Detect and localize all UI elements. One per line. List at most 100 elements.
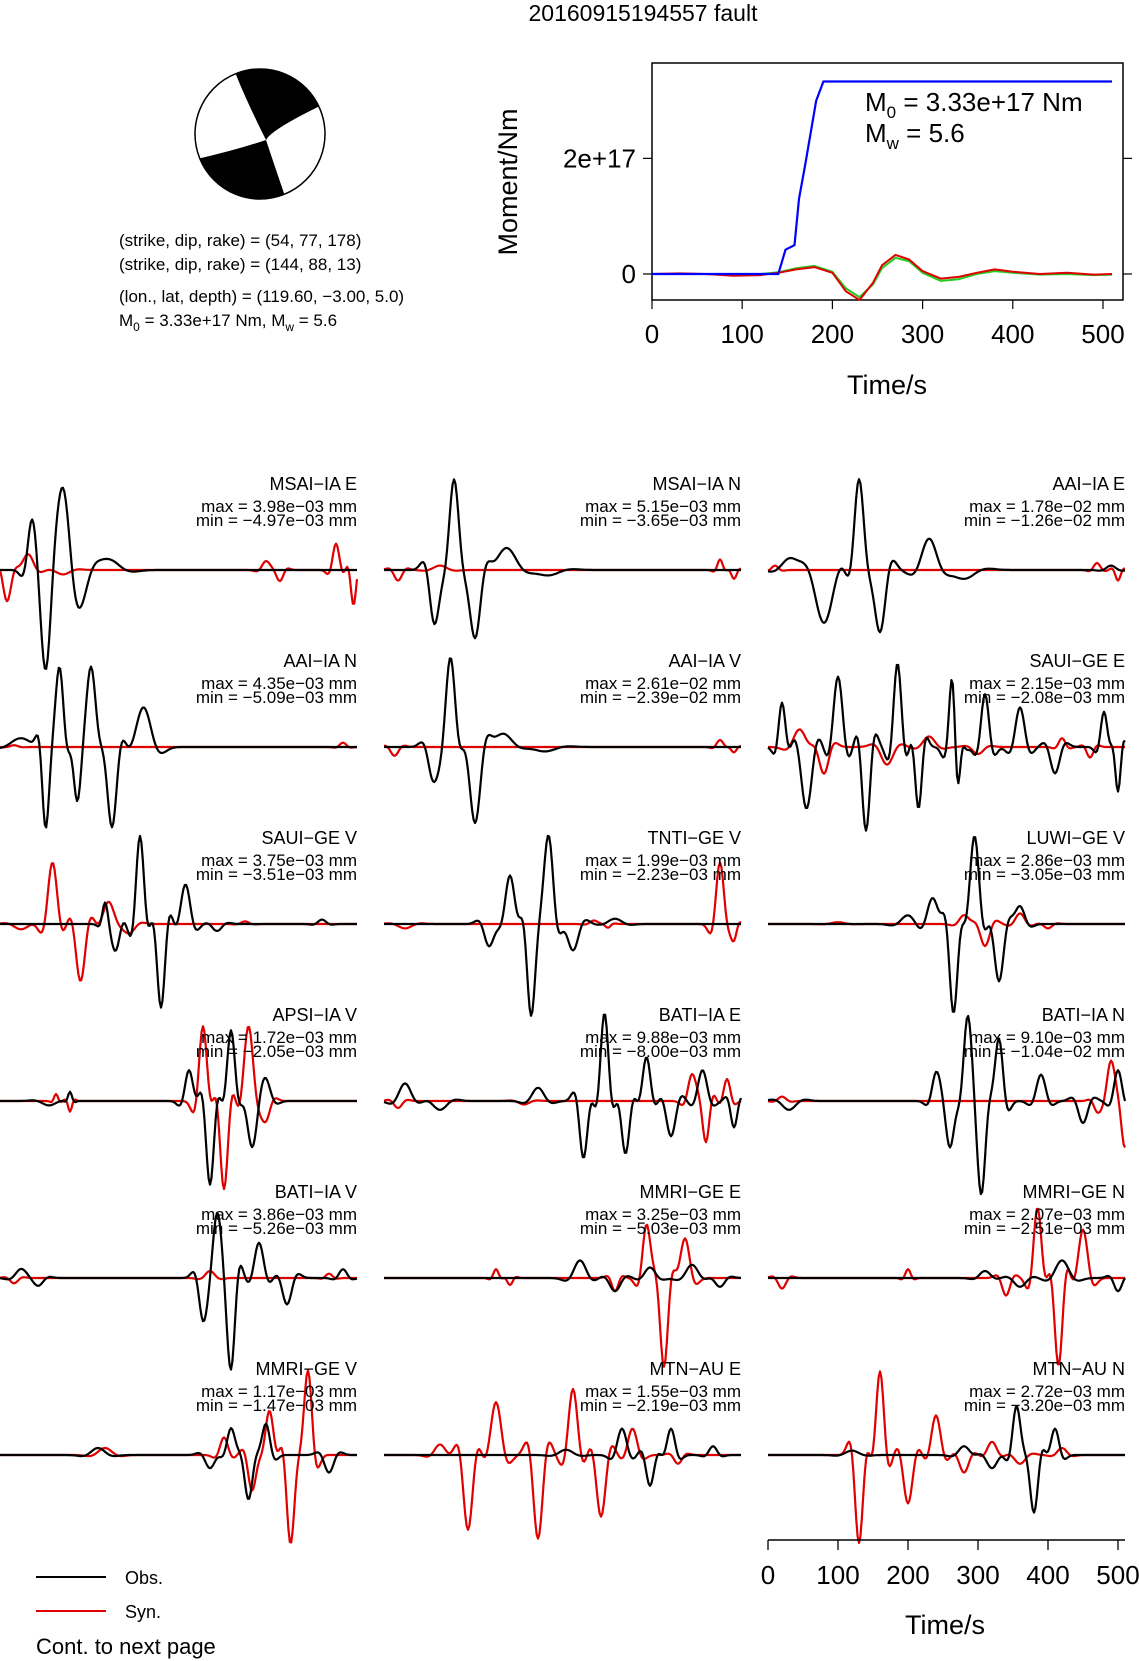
beachball	[194, 68, 326, 200]
legend-obs-label: Obs.	[125, 1568, 163, 1588]
waveform-xtick-label: 500	[1096, 1560, 1139, 1590]
moment-mw-annotation: Mw = 5.6	[865, 118, 965, 153]
moment-xtick-label: 0	[645, 319, 659, 349]
mw-annotation-symbol: M	[865, 118, 887, 148]
m0-symbol: M	[119, 311, 133, 330]
observed-trace	[768, 836, 1125, 1013]
station-label: TNTI−GE V	[647, 828, 741, 848]
trace-min-label: min = −2.08e−03 mm	[964, 688, 1125, 707]
station-label: MMRI−GE V	[255, 1359, 357, 1379]
station-label: MTN−AU N	[1032, 1359, 1125, 1379]
m0-annotation-symbol: M	[865, 87, 887, 117]
trace-max-label: max = 1.55e−03 mm	[585, 1382, 741, 1401]
synthetic-trace	[384, 1387, 741, 1540]
trace-max-label: max = 2.15e−03 mm	[969, 674, 1125, 693]
observed-trace	[384, 1427, 741, 1487]
trace-min-label: min = −3.20e−03 mm	[964, 1396, 1125, 1415]
trace-min-label: min = −3.05e−03 mm	[964, 865, 1125, 884]
moment-xtick-label: 200	[811, 319, 854, 349]
waveform-xtick-label: 300	[956, 1560, 999, 1590]
beachball-compression-quadrant-1	[235, 69, 319, 140]
moment-axes: 0 100 200 300 400 500 0 2e+17	[563, 143, 1132, 349]
moment-plot-frame	[651, 62, 1124, 301]
trace-min-label: min = −2.05e−03 mm	[196, 1042, 357, 1061]
moment-series	[651, 80, 1113, 301]
legend-syn-label: Syn.	[125, 1602, 161, 1622]
moment-xtick-label: 100	[721, 319, 764, 349]
trace-max-label: max = 1.78e−02 mm	[969, 497, 1125, 516]
station-label: AAI−IA V	[668, 651, 741, 671]
observed-trace	[0, 665, 357, 829]
mechanism-line-3: (lon., lat, depth) = (119.60, −3.00, 5.0…	[119, 287, 404, 306]
mechanism-line-2: (strike, dip, rake) = (144, 88, 13)	[119, 255, 361, 274]
moment-ytick-label: 0	[622, 259, 636, 289]
trace-max-label: max = 2.72e−03 mm	[969, 1382, 1125, 1401]
observed-trace	[767, 478, 1126, 634]
station-label: BATI−IA V	[275, 1182, 357, 1202]
station-label: SAUI−GE V	[261, 828, 357, 848]
station-label: LUWI−GE V	[1026, 828, 1125, 848]
observed-trace	[0, 834, 357, 1009]
observed-trace	[0, 1029, 357, 1186]
synthetic-trace	[384, 1223, 741, 1368]
station-label: MMRI−GE E	[639, 1182, 741, 1202]
trace-max-label: max = 9.88e−03 mm	[585, 1028, 741, 1047]
observed-trace	[383, 1013, 743, 1159]
trace-max-label: max = 3.86e−03 mm	[201, 1205, 357, 1224]
observed-trace	[768, 1405, 1125, 1514]
waveform-xtick-label: 200	[886, 1560, 929, 1590]
trace-min-label: min = −2.19e−03 mm	[580, 1396, 741, 1415]
mechanism-line-4: M0 = 3.33e+17 Nm, Mw = 5.6	[119, 311, 337, 334]
trace-max-label: max = 1.99e−03 mm	[585, 851, 741, 870]
trace-min-label: min = −4.97e−03 mm	[196, 511, 357, 530]
mw-subscript: w	[284, 320, 294, 334]
waveform-xlabel: Time/s	[905, 1610, 985, 1640]
observed-trace	[384, 1259, 741, 1293]
trace-max-label: max = 4.35e−03 mm	[201, 674, 357, 693]
station-label: MSAI−IA N	[652, 474, 741, 494]
legend: Obs. Syn. Cont. to next page	[36, 1568, 216, 1659]
station-label: APSI−IA V	[272, 1005, 357, 1025]
trace-min-label: min = −2.23e−03 mm	[580, 865, 741, 884]
trace-max-label: max = 2.61e−02 mm	[585, 674, 741, 693]
trace-max-label: max = 9.10e−03 mm	[969, 1028, 1125, 1047]
trace-max-label: max = 1.72e−03 mm	[201, 1028, 357, 1047]
trace-min-label: min = −3.65e−03 mm	[580, 511, 741, 530]
trace-min-label: min = −5.26e−03 mm	[196, 1219, 357, 1238]
mw-annotation-subscript: w	[886, 134, 900, 153]
observed-trace	[384, 478, 741, 640]
trace-min-label: min = −2.51e−03 mm	[964, 1219, 1125, 1238]
synthetic-trace	[767, 561, 1126, 582]
beachball-compression-quadrant-2	[199, 140, 285, 200]
m0-text: = 3.33e+17 Nm, M	[140, 311, 286, 330]
trace-min-label: min = −3.51e−03 mm	[196, 865, 357, 884]
observed-trace	[384, 834, 741, 1017]
trace-max-label: max = 2.07e−03 mm	[969, 1205, 1125, 1224]
trace-max-label: max = 3.75e−03 mm	[201, 851, 357, 870]
m0-annotation-value: = 3.33e+17 Nm	[896, 87, 1082, 117]
trace-max-label: max = 5.15e−03 mm	[585, 497, 741, 516]
moment-xtick-label: 500	[1081, 319, 1124, 349]
waveform-xtick-label: 0	[761, 1560, 775, 1590]
continuation-note: Cont. to next page	[36, 1634, 216, 1659]
mw-text: = 5.6	[294, 311, 337, 330]
station-label: BATI−IA N	[1042, 1005, 1125, 1025]
